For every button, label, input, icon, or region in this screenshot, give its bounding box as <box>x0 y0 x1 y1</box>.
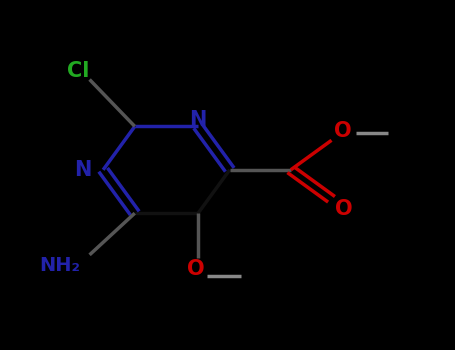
Text: Cl: Cl <box>67 61 90 81</box>
Text: N: N <box>74 160 91 180</box>
Text: O: O <box>335 199 353 219</box>
Text: NH₂: NH₂ <box>40 256 81 275</box>
Text: O: O <box>334 120 352 141</box>
Text: N: N <box>189 110 207 130</box>
Text: O: O <box>187 259 205 279</box>
